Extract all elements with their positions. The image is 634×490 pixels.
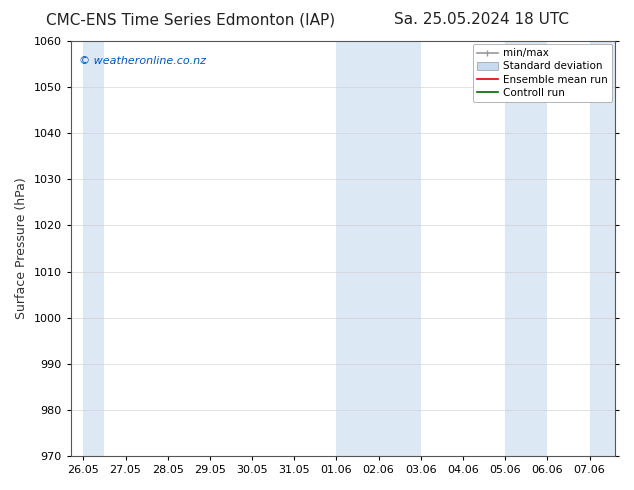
Bar <box>83 41 105 456</box>
Text: © weatheronline.co.nz: © weatheronline.co.nz <box>79 55 206 66</box>
Legend: min/max, Standard deviation, Ensemble mean run, Controll run: min/max, Standard deviation, Ensemble me… <box>472 44 612 102</box>
Bar <box>590 41 615 456</box>
Text: CMC-ENS Time Series Edmonton (IAP): CMC-ENS Time Series Edmonton (IAP) <box>46 12 335 27</box>
Y-axis label: Surface Pressure (hPa): Surface Pressure (hPa) <box>15 178 28 319</box>
Bar <box>505 41 547 456</box>
Text: Sa. 25.05.2024 18 UTC: Sa. 25.05.2024 18 UTC <box>394 12 569 27</box>
Bar <box>337 41 421 456</box>
